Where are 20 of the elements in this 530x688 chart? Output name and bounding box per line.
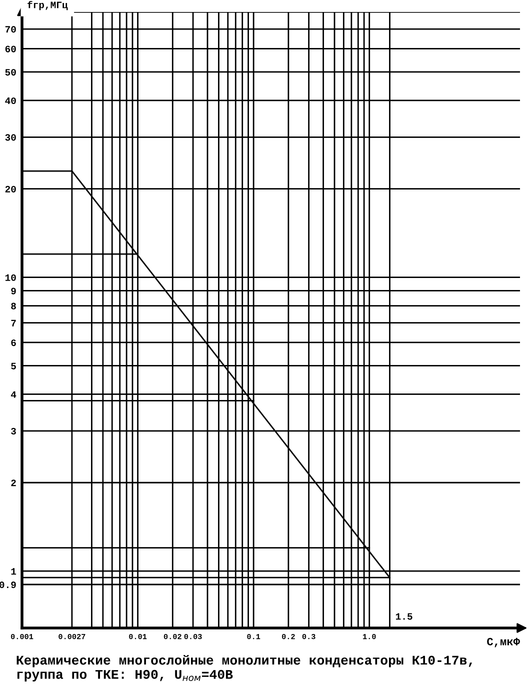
y-tick-label: 10: [5, 274, 16, 281]
y-tick-label: 4: [10, 391, 16, 398]
y-tick-label: 7: [11, 320, 16, 326]
y-tick-label: 1: [11, 568, 16, 575]
y-tick-label: 60: [5, 46, 16, 52]
text: Керамические многослойные монолитные конденсаторы К10-17в, группа по ТКЕ: Н90, U$_{ном}$=40В: [16, 655, 472, 682]
y-tick-label: 5: [11, 362, 16, 370]
y-tick-label: 3: [11, 428, 16, 435]
y-tick-label: 2: [11, 480, 16, 486]
y-tick-label: 50: [5, 68, 16, 76]
y-tick-label: 30: [5, 134, 16, 141]
y-tick-label: 70: [5, 26, 16, 33]
ref-line-label: 1.5: [396, 613, 412, 620]
y-tick-label: 8: [11, 302, 16, 310]
x-axis-title: С,мкФ: [487, 638, 520, 648]
y-tick-label: 20: [5, 186, 16, 192]
y-tick-label: 6: [11, 339, 16, 346]
y-axis-title: fгр,МГц: [28, 0, 68, 10]
y-tick-label: 9: [11, 288, 16, 294]
y-tick-label: 40: [5, 97, 16, 104]
